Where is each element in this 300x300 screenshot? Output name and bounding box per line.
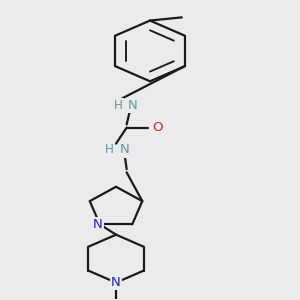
Text: H: H [105,143,114,157]
Text: O: O [152,121,163,134]
Text: N: N [93,218,103,231]
Text: N: N [111,276,121,289]
Text: H: H [114,99,123,112]
Text: N: N [120,143,129,157]
Text: N: N [128,99,138,112]
